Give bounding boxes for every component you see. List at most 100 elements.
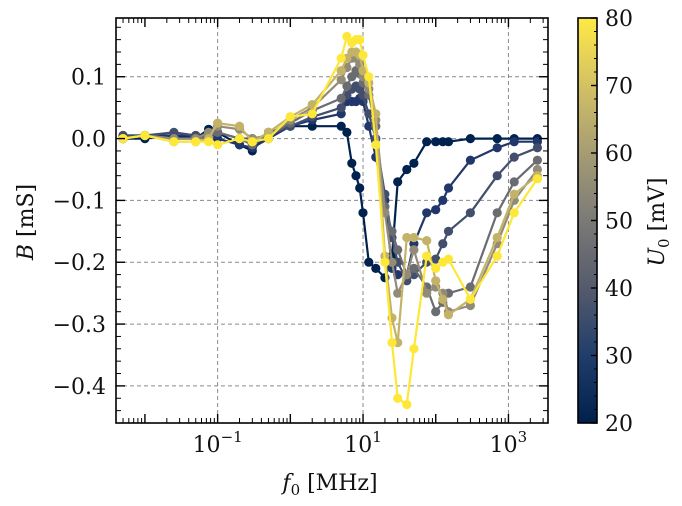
data-point	[438, 294, 448, 304]
data-point	[380, 257, 390, 267]
data-point	[387, 226, 397, 236]
data-point	[140, 130, 150, 141]
data-point	[285, 112, 295, 122]
y-tick-label: −0.4	[53, 375, 106, 400]
colorbar-tick-label: 60	[605, 142, 633, 167]
data-point	[509, 189, 519, 199]
data-point	[351, 171, 361, 181]
data-point	[342, 127, 352, 137]
y-tick-label: −0.3	[53, 313, 106, 338]
data-point	[465, 294, 475, 304]
data-point	[532, 174, 543, 184]
data-point	[492, 143, 502, 153]
series-line	[122, 69, 539, 313]
data-point	[438, 195, 448, 205]
y-tick-label: 0.0	[71, 128, 106, 153]
data-point	[213, 140, 223, 150]
data-point	[438, 239, 448, 249]
data-point	[443, 310, 454, 320]
colorbar-tick-label: 80	[605, 7, 633, 32]
data-point	[364, 72, 374, 82]
data-point	[358, 208, 368, 218]
data-series-u0-30	[118, 93, 543, 280]
data-point	[307, 100, 317, 110]
data-point	[355, 183, 365, 193]
data-point	[402, 399, 412, 410]
data-point	[509, 152, 519, 162]
colorbar-tick-label: 20	[605, 412, 633, 437]
x-tick-labels: 10−1 101 103	[193, 428, 528, 458]
data-point	[393, 288, 403, 298]
data-point	[342, 81, 352, 91]
data-point	[532, 143, 543, 153]
data-point	[393, 177, 403, 187]
data-point	[492, 171, 502, 181]
series-line	[123, 125, 538, 279]
colorbar-tick-label: 70	[605, 75, 633, 100]
data-point	[431, 276, 441, 286]
y-tick-labels: 0.1 0.0 −0.1 −0.2 −0.3 −0.4	[53, 66, 106, 400]
data-point	[509, 177, 519, 187]
data-point	[492, 232, 502, 243]
data-point	[364, 109, 374, 119]
data-point	[509, 137, 519, 147]
colorbar-tick-label: 30	[605, 345, 633, 370]
data-point	[443, 183, 454, 193]
y-axis-label: B [mS]	[14, 184, 39, 261]
x-tick-label: 101	[344, 428, 382, 458]
data-point	[409, 158, 419, 168]
colorbar-tick-label: 40	[605, 277, 633, 302]
data-point	[492, 208, 502, 218]
data-point	[234, 121, 245, 131]
data-point	[402, 164, 412, 175]
data-point	[263, 134, 274, 144]
data-point	[387, 338, 397, 348]
data-point	[402, 232, 412, 243]
data-point	[358, 50, 368, 60]
data-point	[431, 307, 441, 317]
series-line	[123, 97, 538, 276]
data-point	[234, 134, 245, 144]
series-line	[122, 50, 539, 344]
data-point	[509, 208, 519, 218]
data-point	[393, 245, 403, 255]
y-tick-label: −0.1	[53, 189, 106, 214]
data-point	[336, 93, 346, 103]
x-tick-label: 10−1	[193, 428, 243, 458]
data-point	[431, 205, 441, 215]
y-tick-label: −0.2	[53, 251, 106, 276]
data-point	[169, 137, 179, 147]
data-point	[465, 155, 475, 165]
data-point	[409, 245, 419, 255]
data-series-u0-40	[118, 81, 543, 286]
data-point	[336, 53, 346, 63]
data-point	[336, 75, 346, 85]
data-point	[465, 134, 475, 144]
data-point	[465, 282, 475, 292]
x-tick-label: 103	[490, 428, 528, 458]
data-point	[393, 393, 403, 403]
data-point	[358, 66, 368, 76]
data-point	[336, 121, 346, 131]
data-point	[371, 263, 381, 273]
data-series-u0-80	[118, 31, 543, 410]
data-point	[387, 257, 397, 267]
plot-frame	[115, 17, 549, 424]
data-point	[422, 208, 432, 218]
grid-lines	[116, 18, 548, 423]
data-point	[443, 254, 454, 264]
data-point	[307, 109, 317, 119]
data-point	[443, 137, 454, 147]
x-axis-label: f0 [MHz]	[280, 471, 377, 499]
data-point	[431, 254, 441, 264]
data-series-u0-60	[118, 53, 543, 317]
data-point	[342, 31, 352, 42]
data-point	[409, 232, 419, 243]
data-point	[204, 137, 214, 147]
data-point	[422, 137, 432, 147]
data-point	[422, 251, 432, 261]
data-point	[409, 263, 419, 273]
y-tick-label: 0.1	[71, 66, 106, 91]
data-point	[336, 66, 346, 76]
data-point	[213, 118, 223, 128]
